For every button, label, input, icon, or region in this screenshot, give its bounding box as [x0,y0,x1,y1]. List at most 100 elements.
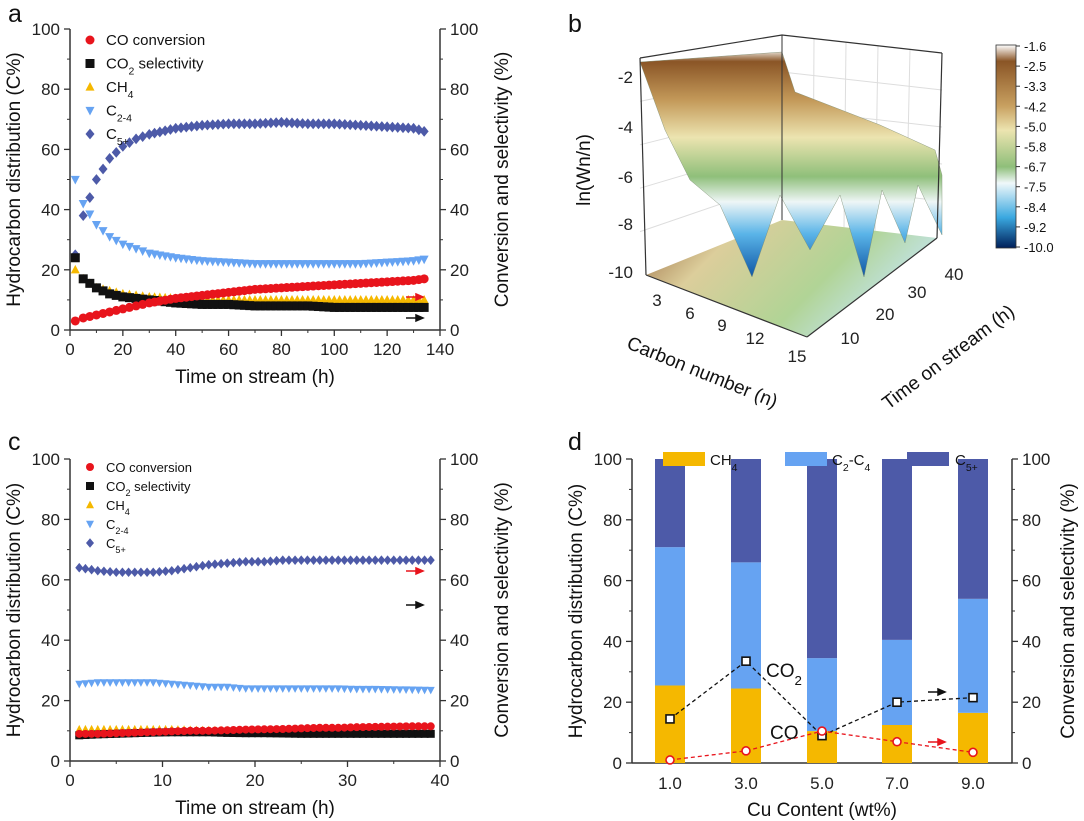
panel-a-co2-point [298,301,308,311]
panel-c-c24-point [247,685,256,693]
panel-c-c24-point [106,679,115,687]
panel-c-co2-point [315,729,324,738]
panel-a-c5-point [234,118,244,130]
panel-c-c24-point [334,685,343,693]
panel-c-c5-point [204,559,213,570]
panel-c-c5-point [371,555,380,565]
panel-a-xtick-label: 100 [320,340,348,359]
panel-c-co2-point [346,729,355,738]
panel-c-legend-c5-label: C5+ [106,536,126,555]
panel-c-co-point [358,723,367,732]
panel-b-colorbar-label: -10.0 [1024,240,1054,255]
panel-a-co2-point [255,301,265,311]
panel-b-xtick-label: 12 [746,329,765,348]
panel-a-c5-point [171,122,181,134]
panel-a-co2-point [303,301,313,311]
panel-d-legend-ch4-label: CH4 [710,452,738,474]
panel-a-co2-point [345,302,355,312]
panel-c-c24-point [291,685,300,693]
panel-c-c24-point [143,679,152,687]
panel-c-c24-point [297,685,306,693]
panel-c-co-point [309,723,318,732]
panel-a-c5-point [131,133,141,145]
panel-c-co-point [303,724,312,733]
panel-a-co2-point [261,301,271,311]
panel-b-z-axis [639,57,647,276]
panel-a-c5-point [239,118,249,130]
panel-a-c5-point [144,128,154,140]
panel-c-c5-point [377,555,386,565]
panel-c-c24-point [155,679,164,688]
panel-c-c24-point [383,686,392,694]
panel-d-co2-annotation: CO2 [766,661,802,688]
panel-c-c5-point [173,564,182,575]
panel-a-c5-point [319,118,329,130]
panel-c-co-point [395,722,404,731]
panel-d-bar-c24 [731,562,761,689]
panel-a-c24-point [78,199,88,209]
panel-a-legend-c5-label: C5+ [106,126,129,148]
panel-c-c24-point [420,686,429,695]
panel-c-c24-point [365,685,374,694]
panel-a-c5-point [398,122,408,134]
panel-b-xtick-label: 9 [717,316,726,335]
panel-a-co2-point [319,302,329,312]
panel-b-ylabel: Time on stream (h) [879,301,1019,414]
panel-a-co2-point [276,301,286,311]
panel-a-y2tick-label: 0 [450,321,459,340]
panel-c-c24-point [198,683,207,691]
panel-c-c5-point [334,555,343,565]
panel-d-legend-c5-swatch [907,452,949,466]
panel-c-co2-point [426,729,435,738]
panel-c-c24-point [75,680,84,689]
panel-a-c5-point [229,118,239,130]
panel-c-c5-point [229,557,238,568]
panel-label-d: d [568,428,582,456]
panel-d-co2-point [741,656,751,666]
panel-a-c5-point [403,122,413,134]
panel-d-xtick-label: 9.0 [961,774,985,793]
panel-a-c5-point [308,118,318,130]
panel-a-c5-point [202,119,212,131]
panel-a-c5-point [250,118,260,130]
panel-a-c24-point [105,233,115,242]
panel-a-co2-point [234,300,244,310]
panel-d-ytick-label: 100 [594,450,622,469]
panel-c-co-point [377,722,386,731]
panel-c-co-point [210,726,219,735]
panel-d-xtick-label: 3.0 [734,774,758,793]
panel-a-c5-point [245,118,255,130]
panel-c-c24-point [167,680,176,689]
panel-d-bar-ch4 [655,685,685,763]
panel-a-c5-point [118,140,128,152]
panel-c-c24-point [112,679,121,687]
panel-a-c5-point [213,119,223,130]
panel-a-co-axis-arrow [406,292,425,302]
panel-a-co2-point [271,301,281,311]
panel-c-ytick-label: 100 [32,450,60,469]
panel-c-xtick-label: 40 [431,771,450,790]
panel-a-c5-point [345,119,355,131]
panel-c-co-point [241,725,250,734]
panel-c-co-point [340,723,349,732]
panel-c-co-point [254,725,263,734]
panel-a-co2-point [192,299,202,309]
panel-c-c24-point [229,684,238,692]
panel-c-c5-point [260,556,269,567]
panel-c-c5-point [136,567,145,578]
panel-c-co2-point [365,729,374,738]
panel-a-c5-point [356,119,366,131]
panel-c-c24-point [340,685,349,694]
panel-a-y2tick-label: 20 [450,261,469,280]
panel-c-c5-point [217,558,226,569]
panel-d-bar-c24 [655,547,685,686]
panel-c-ytick-label: 40 [41,631,60,650]
panel-b-colorbar-label: -5.8 [1024,140,1046,155]
panel-c-co-point [420,722,429,731]
panel-c-y2tick-label: 60 [450,571,469,590]
panel-d-legend-ch4-swatch [663,452,705,466]
panel-a-c24-point [131,245,141,254]
panel-c-c5-point [198,560,207,571]
panel-c-co-point [315,723,324,732]
panel-b-xtick-label: 3 [652,291,661,310]
